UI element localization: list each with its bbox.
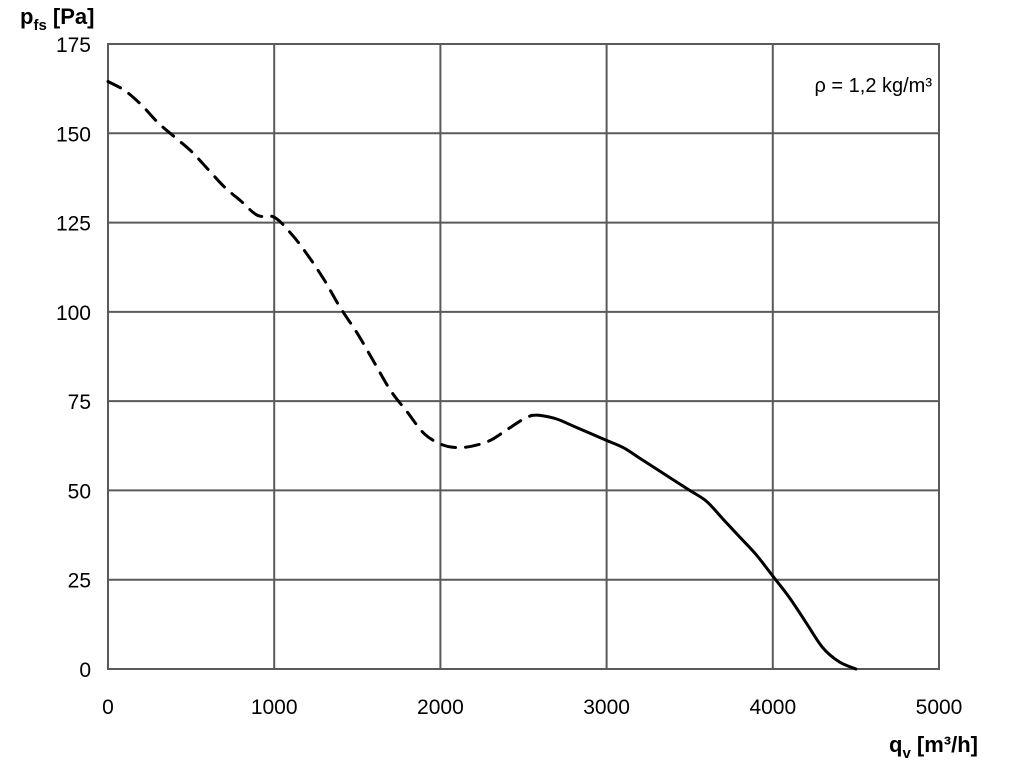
y-tick-label: 175 [56,34,91,57]
y-tick-label: 25 [68,570,91,593]
x-tick-label: 1000 [251,696,298,719]
solid-curve [530,413,858,671]
y-tick-label: 100 [56,302,91,325]
x-axis-label-unit: [m³/h] [911,732,978,757]
dashed-curve [106,80,534,450]
x-axis-label: qv [m³/h] [889,732,978,762]
density-annotation: ρ = 1,2 kg/m³ [814,75,932,97]
plot-frame [107,43,940,670]
y-tick-label: 0 [79,659,91,682]
y-tick-label: 150 [56,123,91,146]
y-tick-label: 125 [56,213,91,236]
x-tick-label: 4000 [749,696,796,719]
x-axis-label-subscript: v [902,745,911,762]
y-axis-label: pfs [Pa] [20,4,94,34]
x-tick-label: 3000 [583,696,630,719]
y-axis-label-main: p [20,4,33,29]
x-tick-labels: 0 1000 2000 3000 4000 5000 [102,696,962,719]
y-axis-label-unit: [Pa] [47,4,95,29]
x-axis-label-main: q [889,732,902,757]
y-axis-label-subscript: fs [33,17,46,34]
x-tick-label: 0 [102,696,114,719]
x-tick-label: 5000 [916,696,963,719]
y-tick-label: 75 [68,391,91,414]
y-tick-labels: 0 25 50 75 100 125 150 175 [56,34,91,682]
x-tick-label: 2000 [417,696,464,719]
curves [106,80,858,671]
grid [108,44,939,669]
y-tick-label: 50 [68,480,91,503]
